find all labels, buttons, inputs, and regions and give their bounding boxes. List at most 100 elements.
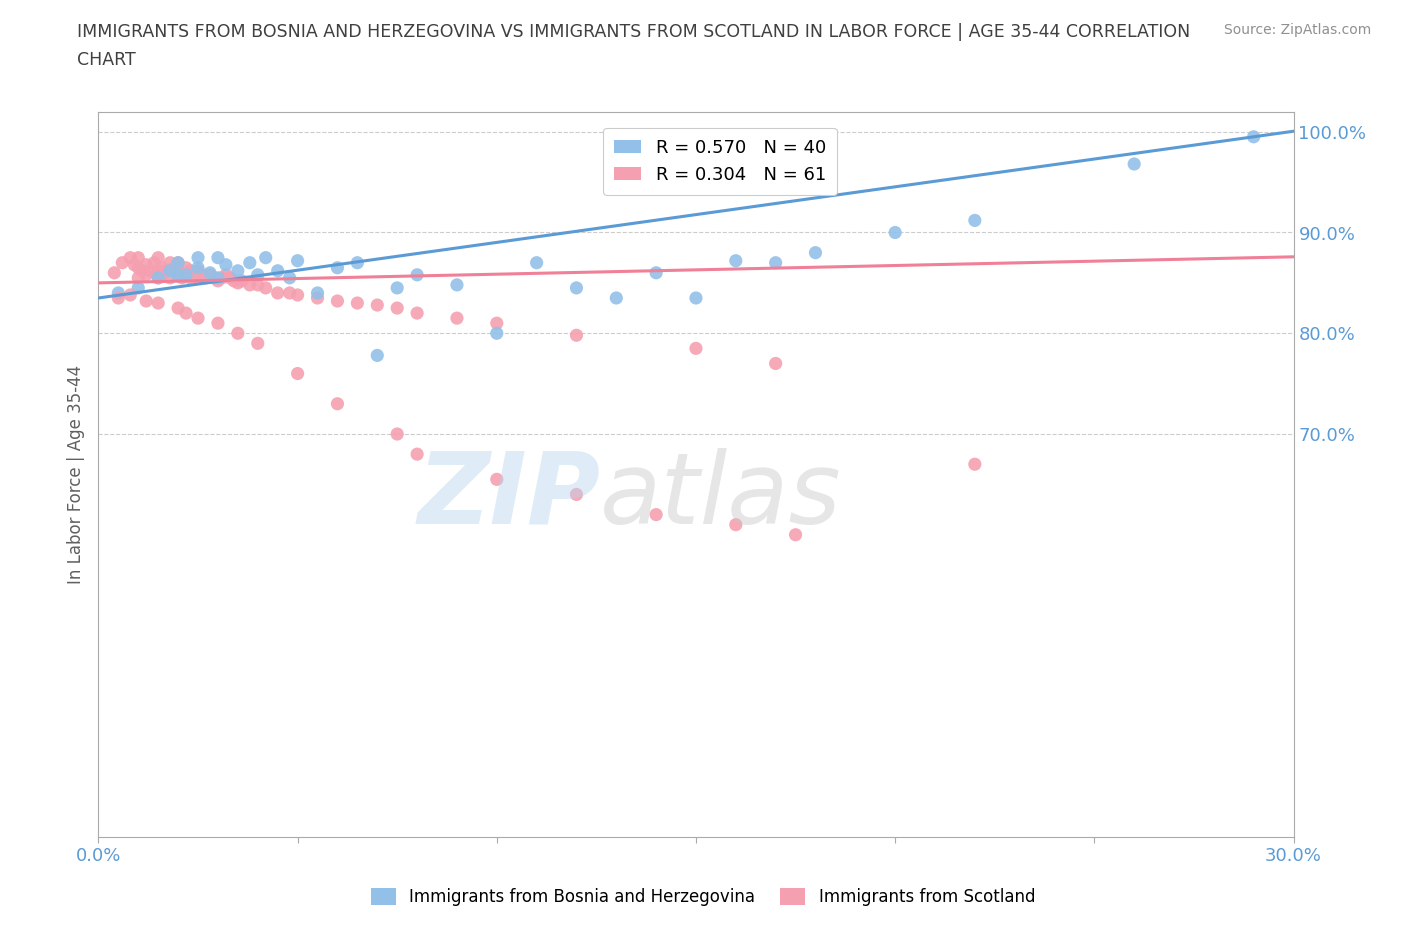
Point [307,286,329,300]
Point [565,328,588,343]
Point [150,268,173,283]
Point [326,396,349,411]
Point [127,281,149,296]
Point [346,296,368,311]
Point [267,263,290,278]
Point [174,268,197,283]
Point [148,250,170,265]
Point [239,256,262,271]
Point [135,258,157,272]
Point [685,290,707,305]
Point [148,271,170,286]
Point [366,348,388,363]
Text: CHART: CHART [77,51,136,69]
Point [765,256,787,271]
Point [326,260,349,275]
Point [120,250,142,265]
Point [605,290,627,305]
Point [135,268,157,283]
Point [174,268,197,283]
Point [267,286,290,300]
Point [179,263,201,278]
Point [103,265,125,280]
Point [179,271,201,286]
Point [111,256,134,271]
Legend: R = 0.570   N = 40, R = 0.304   N = 61: R = 0.570 N = 40, R = 0.304 N = 61 [603,128,837,194]
Point [226,263,249,278]
Point [804,246,827,260]
Point [127,260,149,275]
Point [884,225,907,240]
Legend: Immigrants from Bosnia and Herzegovina, Immigrants from Scotland: Immigrants from Bosnia and Herzegovina, … [364,881,1042,912]
Point [406,306,429,321]
Point [174,306,197,321]
Point [187,260,209,275]
Point [167,256,190,271]
Point [187,263,209,278]
Point [785,527,807,542]
Point [202,271,225,286]
Point [963,213,986,228]
Point [485,472,508,486]
Point [406,446,429,461]
Point [215,258,238,272]
Point [198,268,221,283]
Point [963,457,986,472]
Point [167,268,190,283]
Point [246,268,269,283]
Point [219,271,242,286]
Point [1243,129,1265,144]
Point [163,260,186,275]
Point [385,300,409,315]
Point [287,366,309,381]
Point [765,356,787,371]
Point [724,517,747,532]
Point [446,311,468,325]
Point [207,273,229,288]
Point [167,300,190,315]
Point [207,315,229,330]
Point [187,311,209,325]
Point [231,273,253,288]
Point [222,273,245,288]
Point [287,253,309,268]
Point [159,271,181,286]
Point [385,427,409,442]
Point [254,250,277,265]
Point [278,286,301,300]
Text: atlas: atlas [600,447,842,545]
Point [685,341,707,356]
Point [127,271,149,286]
Point [148,296,170,311]
Point [446,277,468,292]
Point [645,265,668,280]
Point [346,256,368,271]
Point [1123,156,1146,171]
Point [307,290,329,305]
Point [172,271,194,286]
Point [148,271,170,286]
Point [226,275,249,290]
Point [191,268,214,283]
Point [131,263,153,278]
Point [150,260,173,275]
Point [167,269,190,284]
Point [120,287,142,302]
Point [127,250,149,265]
Point [198,265,221,280]
Point [195,271,218,286]
Point [211,271,233,286]
Point [183,268,205,283]
Point [159,263,181,278]
Point [526,256,548,271]
Point [139,263,162,278]
Point [485,315,508,330]
Point [246,277,269,292]
Point [485,326,508,340]
Point [167,256,190,271]
Point [159,263,181,278]
Point [187,271,209,286]
Y-axis label: In Labor Force | Age 35-44: In Labor Force | Age 35-44 [66,365,84,584]
Text: Source: ZipAtlas.com: Source: ZipAtlas.com [1223,23,1371,37]
Point [124,258,146,272]
